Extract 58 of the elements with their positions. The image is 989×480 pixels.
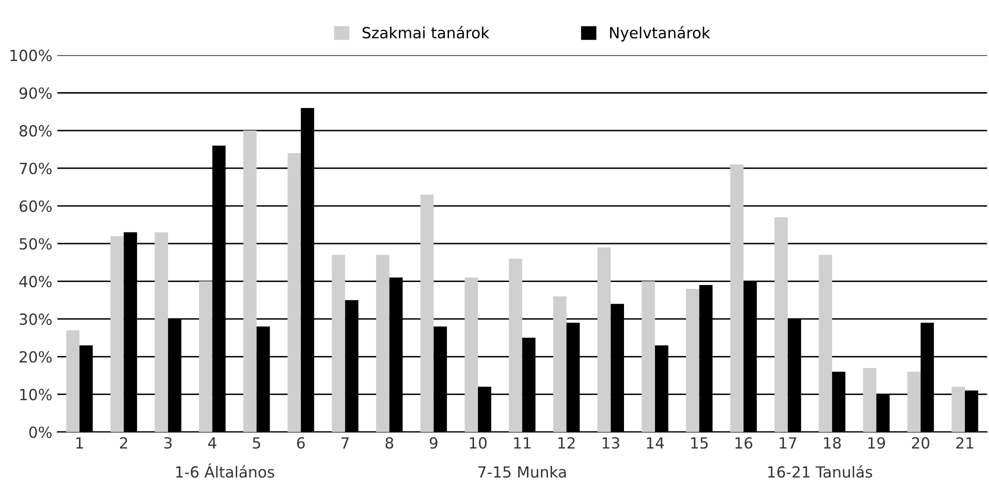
text: 7-15 Munka: [478, 466, 566, 478]
x-tick-label: 18: [824, 437, 841, 449]
bar: [508, 258, 522, 432]
x-tick-label: 14: [646, 437, 664, 448]
x-tick-label: 4: [208, 437, 216, 448]
y-tick-label: 30%: [20, 313, 52, 325]
bar: [154, 232, 168, 432]
bar: [420, 194, 434, 432]
y-tick-label: 20%: [20, 351, 52, 363]
x-tick-label: 11: [514, 437, 530, 448]
y-tick-label: 100%: [10, 50, 52, 62]
bar: [818, 254, 832, 432]
y-tick-label: 90%: [20, 87, 52, 99]
y-tick-label: 50%: [20, 238, 52, 250]
bar: [243, 130, 257, 432]
x-tick-label: 13: [602, 437, 620, 449]
legend-label: Szakmai tanárok: [362, 26, 490, 38]
y-tick-label: 60%: [20, 200, 52, 212]
x-tick-label: 19: [868, 437, 885, 449]
bar: [774, 217, 788, 432]
x-tick-label: 8: [386, 437, 394, 449]
x-tick-label: 5: [252, 437, 260, 449]
text: 1-6 Általános: [176, 463, 274, 478]
bar: [332, 254, 346, 432]
x-tick-label: 7: [342, 437, 349, 448]
bar: [376, 254, 390, 432]
y-tick-label: 0%: [29, 426, 52, 438]
y-tick-label: 10%: [20, 388, 52, 400]
x-tick-label: 17: [780, 437, 796, 448]
x-tick-label: 9: [430, 437, 438, 449]
y-tick-label: 80%: [20, 125, 52, 137]
x-tick-label: 16: [735, 437, 752, 449]
x-tick-label: 3: [164, 437, 172, 449]
bar: [642, 281, 655, 432]
x-tick-label: 21: [956, 437, 974, 448]
x-tick-label: 1: [76, 437, 83, 448]
bar: [863, 368, 876, 432]
x-tick-label: 20: [912, 437, 930, 449]
y-tick-label: 40%: [19, 276, 52, 288]
bar: [288, 153, 301, 432]
x-tick-label: 10: [470, 437, 487, 449]
bar: [66, 330, 80, 432]
bar: [730, 164, 744, 432]
bar: [907, 372, 921, 432]
legend-label: Nyelvtanárok: [610, 26, 710, 42]
bar: [553, 296, 566, 432]
text: 16-21 Tanulás: [768, 465, 872, 478]
x-tick-label: 15: [691, 437, 708, 449]
bar: [952, 386, 965, 432]
bar: [686, 288, 700, 432]
bar: [110, 236, 124, 432]
bar: [464, 278, 478, 432]
x-tick-label: 2: [120, 437, 128, 448]
x-tick-label: 12: [558, 437, 575, 448]
bar: [199, 281, 212, 432]
x-tick-label: 6: [297, 437, 305, 449]
y-tick-label: 70%: [20, 162, 52, 174]
bar: [597, 247, 611, 432]
